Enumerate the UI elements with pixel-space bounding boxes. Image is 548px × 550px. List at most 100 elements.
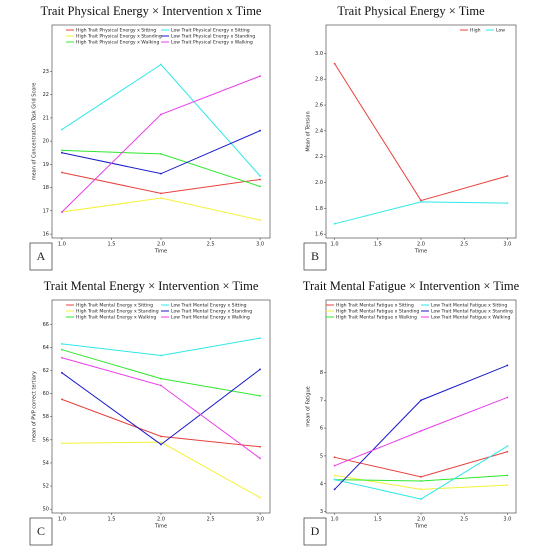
point-marker [160,63,162,66]
legend-label: Low Trait Mental Fatigue x Walking [431,315,511,321]
y-tick-label: 60 [43,391,49,397]
legend-label: High Trait Mental Fatigue x Standing [336,309,419,315]
point-marker [333,478,336,481]
x-tick-label: 3.0 [256,242,264,248]
y-tick-label: 3.0 [315,51,323,57]
y-tick-label: 54 [43,460,49,466]
x-tick-label: 1.5 [374,517,382,523]
point-marker [259,185,261,188]
point-marker [61,211,63,213]
legend-label: Low Trait Mental Fatigue x Sitting [431,303,507,309]
x-axis-label: Time [154,249,167,255]
y-tick-label: 22 [43,92,49,98]
point-marker [259,178,261,181]
panel-label-box [303,517,327,546]
point-marker [420,200,422,203]
x-axis-label: Time [414,524,427,530]
x-tick-label: 2.0 [157,517,165,523]
x-tick-label: 1.0 [58,517,66,523]
point-marker [61,371,63,374]
legend-label: Low Trait Mental Energy x Standing [171,309,252,315]
y-tick-label: 2.8 [315,77,323,83]
point-marker [160,441,162,444]
point-marker [420,498,422,500]
legend-label: High Trait Mental Fatigue x Walking [336,315,417,321]
x-tick-label: 3.0 [503,517,511,523]
plot-frame [51,299,271,514]
y-tick-label: 56 [43,437,49,443]
x-tick-label: 2.5 [207,242,215,248]
plot-frame [51,24,271,239]
point-marker [259,337,261,340]
point-marker [333,474,336,477]
chart-panel: Trait Physical Energy × Intervention x T… [29,4,271,271]
x-tick-label: 1.5 [107,517,115,523]
y-tick-label: 19 [43,162,49,168]
point-marker [61,356,63,359]
y-tick-label: 17 [43,208,49,214]
y-tick-label: 16 [43,232,49,238]
y-tick-label: 2.4 [315,128,323,134]
chart-title: Trait Mental Fatigue × Intervention × Ti… [303,279,520,293]
panel-label-box [29,517,53,546]
legend-label: High [470,28,481,34]
chart-title: Trait Mental Energy × Intervention × Tim… [44,279,259,293]
legend-label: High Trait Physical Energy x Standing [76,34,162,40]
point-marker [160,113,162,116]
point-marker [420,429,422,432]
point-marker [160,384,162,387]
point-marker [61,348,63,351]
point-marker [160,197,162,199]
y-axis-label: Mean of Tension [306,111,312,151]
panel-label-box [29,242,53,271]
x-tick-label: 3.0 [256,517,264,523]
point-marker [333,488,336,491]
point-marker [160,435,162,438]
y-tick-label: 58 [43,414,49,420]
y-tick-label: 8 [320,370,323,376]
x-axis-label: Time [414,249,427,255]
x-tick-label: 2.0 [417,517,425,523]
point-marker [61,149,63,152]
x-tick-label: 2.5 [207,517,215,523]
y-tick-label: 64 [43,345,49,351]
chart-title: Trait Physical Energy × Intervention x T… [41,4,262,18]
point-marker [259,496,261,499]
x-tick-label: 1.5 [107,242,115,248]
point-marker [506,364,509,367]
panel-label: D [311,524,320,538]
legend-label: Low Trait Mental Fatigue x Standing [431,309,513,315]
point-marker [333,464,336,467]
point-marker [259,457,261,460]
legend-label: Low Trait Mental Energy x Sitting [171,303,247,309]
legend-label: Low Trait Physical Energy x Walking [171,40,253,46]
y-tick-label: 3 [320,509,323,515]
point-marker [160,153,162,155]
y-tick-label: 52 [43,484,49,490]
legend-label: High Trait Physical Energy x Sitting [76,28,156,34]
legend-label: High Trait Mental Fatigue x Sitting [336,303,414,309]
point-marker [160,377,162,380]
y-tick-label: 2.0 [315,180,323,186]
point-marker [259,368,261,371]
y-tick-label: 21 [43,115,49,121]
y-tick-label: 7 [320,398,323,404]
x-tick-label: 2.0 [417,242,425,248]
x-tick-label: 1.5 [374,242,382,248]
point-marker [160,192,162,195]
x-tick-label: 1.0 [331,517,339,523]
point-marker [61,171,63,174]
chart-panel: Trait Mental Fatigue × Intervention × Ti… [303,279,520,546]
y-tick-label: 2.2 [315,154,323,160]
y-tick-label: 62 [43,368,49,374]
point-marker [160,172,162,175]
legend-label: High Trait Physical Energy x Walking [76,40,159,46]
point-marker [61,343,63,345]
point-marker [259,395,261,397]
x-tick-label: 2.5 [460,242,468,248]
x-tick-label: 1.0 [331,242,339,248]
x-tick-label: 1.0 [58,242,66,248]
point-marker [259,219,261,222]
point-marker [259,75,261,78]
y-tick-label: 1.8 [315,206,323,212]
